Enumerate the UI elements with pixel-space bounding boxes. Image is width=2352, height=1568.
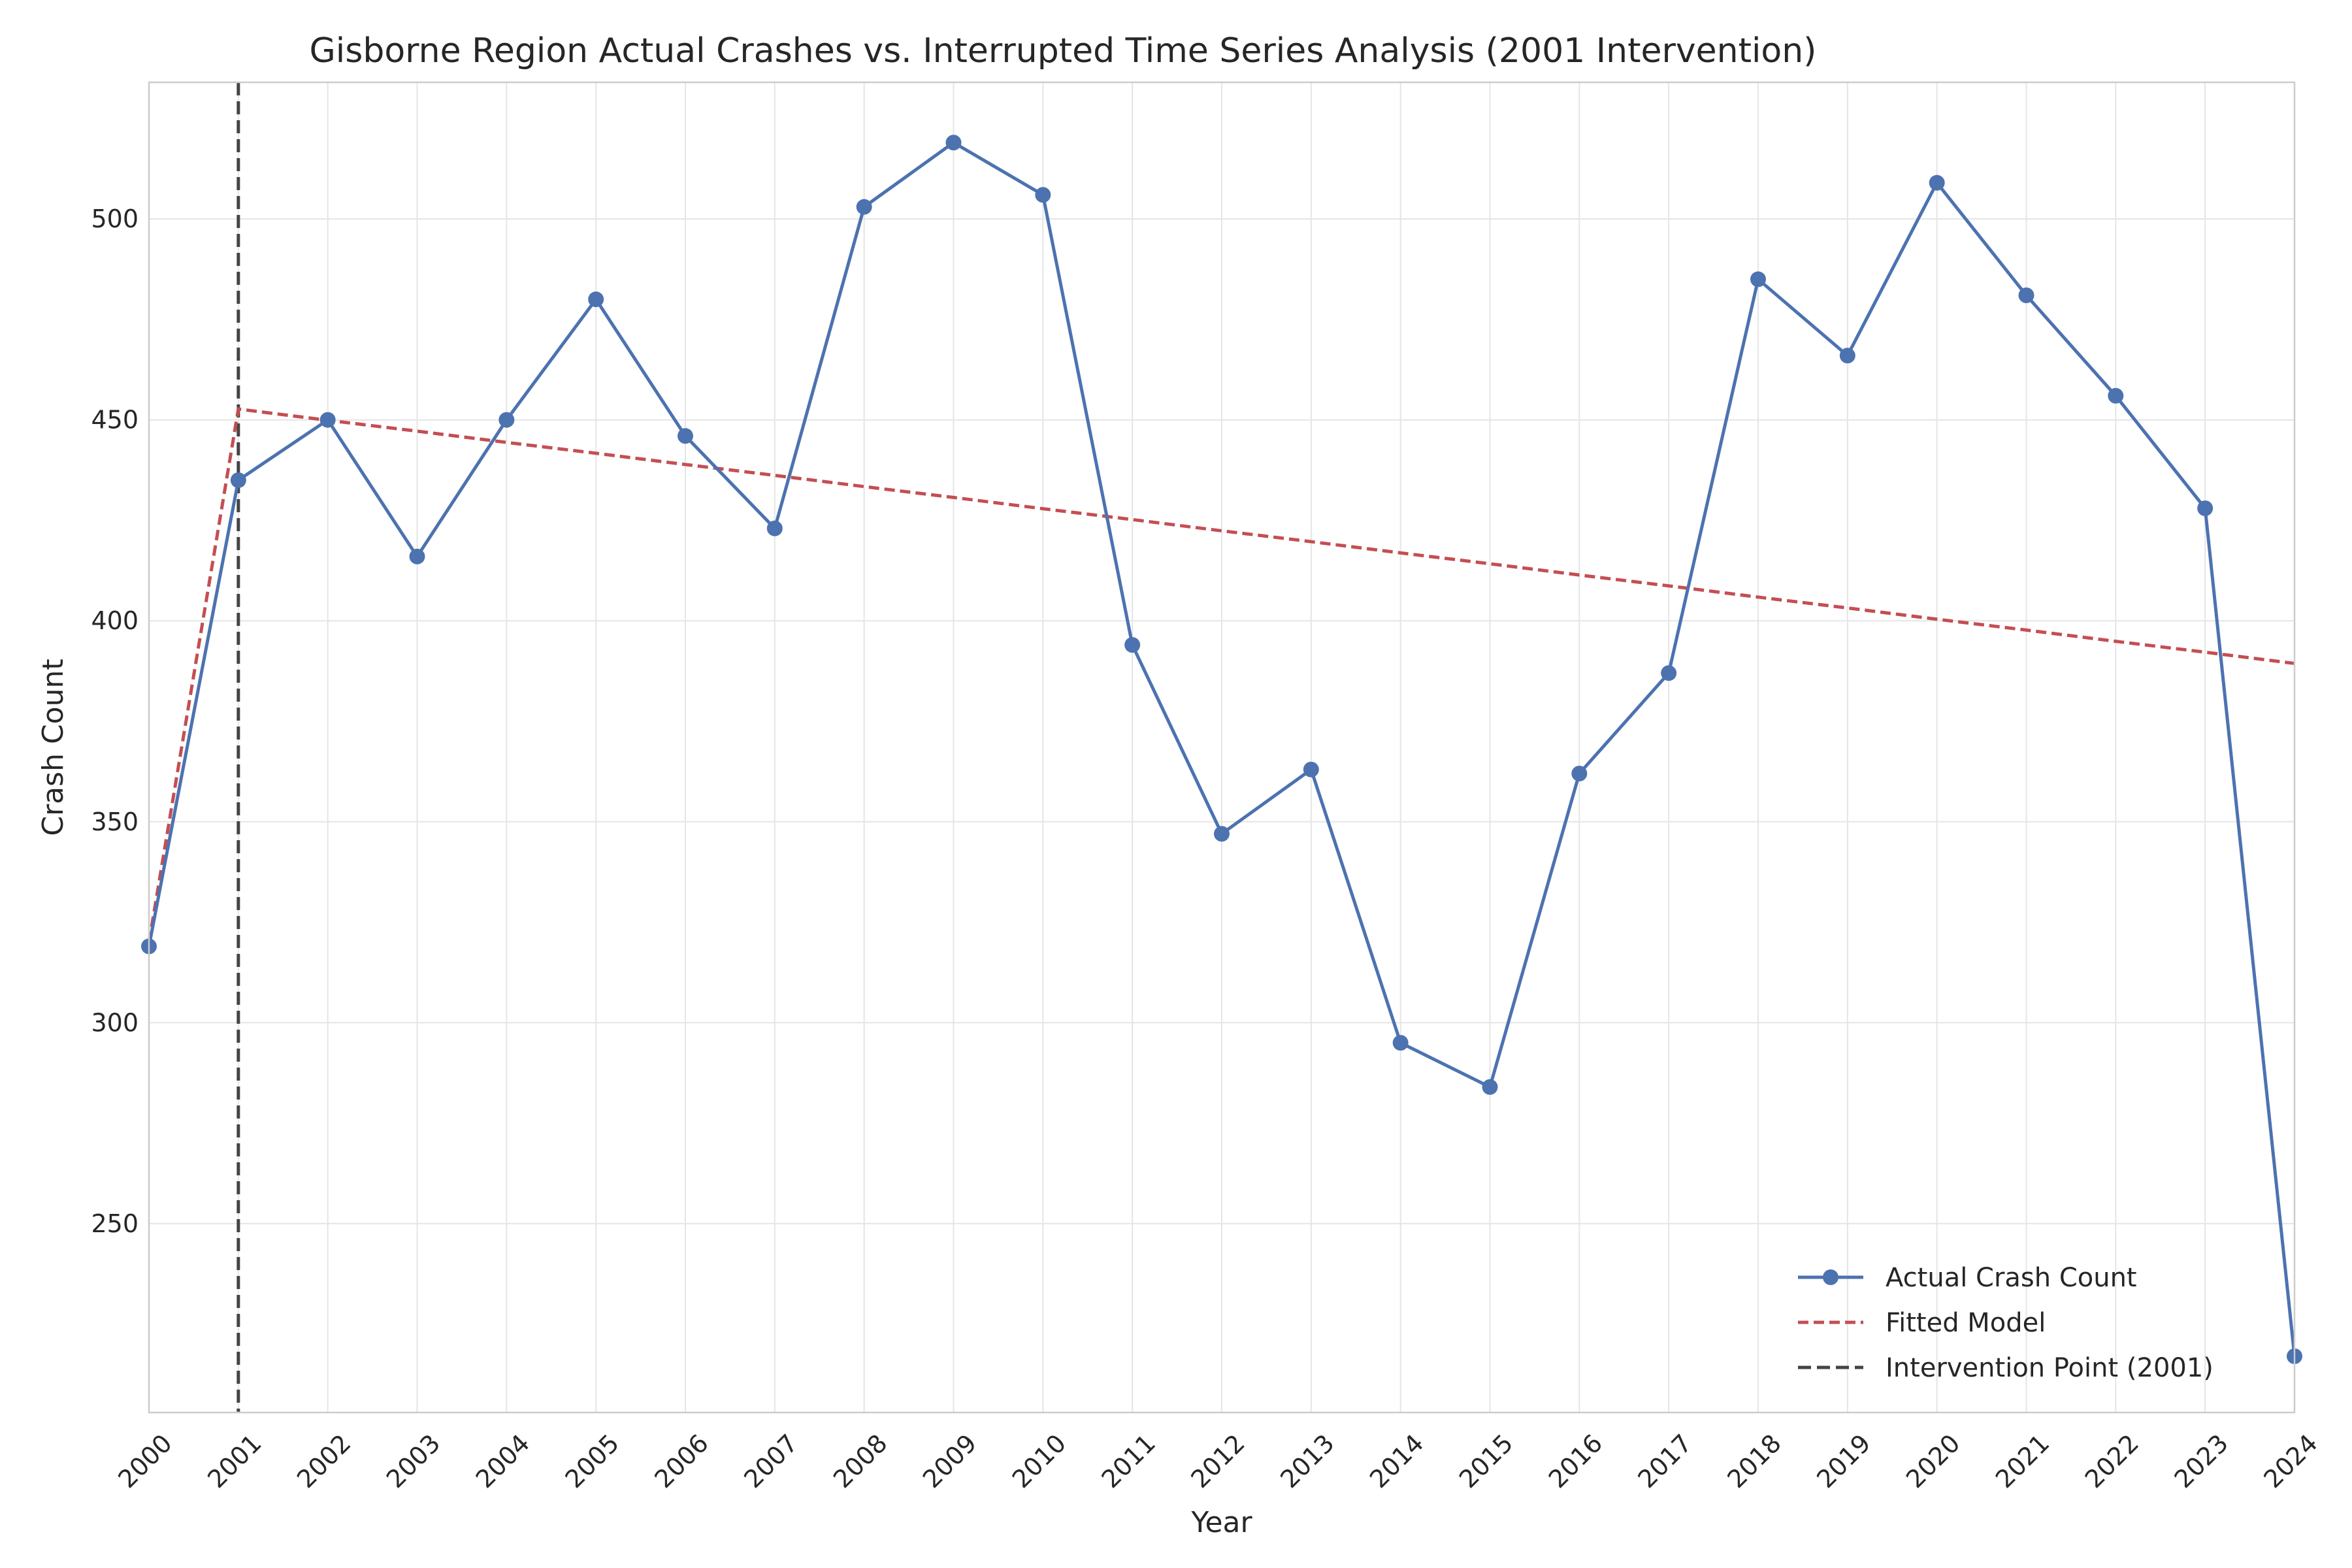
x-axis-label: Year bbox=[1190, 1506, 1252, 1539]
y-axis-label: Crash Count bbox=[37, 659, 70, 836]
actual-crash-point bbox=[1303, 761, 1319, 777]
actual-crash-point bbox=[1661, 665, 1677, 681]
legend-actual-label: Actual Crash Count bbox=[1886, 1263, 2137, 1293]
actual-crash-point bbox=[2197, 500, 2213, 517]
x-tick-label: 2019 bbox=[1811, 1429, 1876, 1494]
x-tick-label: 2007 bbox=[738, 1429, 804, 1494]
actual-crash-point bbox=[1839, 348, 1855, 364]
x-tick-label: 2020 bbox=[1901, 1429, 1966, 1494]
x-tick-label: 2006 bbox=[649, 1429, 714, 1494]
x-tick-label: 2023 bbox=[2169, 1429, 2234, 1494]
axis-ticks: 2000 2001 2002 2003 2004 2005 2006 2007 2008 2009… bbox=[91, 204, 2323, 1494]
actual-crash-point bbox=[2018, 287, 2034, 304]
actual-crash-point bbox=[945, 135, 962, 151]
actual-crash-point bbox=[319, 412, 336, 428]
legend-intervention-label: Intervention Point (2001) bbox=[1886, 1353, 2213, 1383]
actual-crash-point bbox=[1750, 271, 1766, 287]
x-tick-label: 2024 bbox=[2258, 1429, 2323, 1494]
x-tick-label: 2021 bbox=[1990, 1429, 2055, 1494]
y-tick-label: 450 bbox=[91, 406, 139, 434]
actual-crash-point bbox=[1214, 826, 1230, 842]
legend: Actual Crash Count Fitted Model Interventi… bbox=[1798, 1263, 2213, 1383]
x-tick-label: 2004 bbox=[470, 1429, 536, 1494]
actual-crash-point bbox=[1571, 765, 1588, 781]
actual-crash-point bbox=[2108, 387, 2124, 404]
y-tick-label: 400 bbox=[91, 606, 139, 635]
x-tick-label: 2013 bbox=[1275, 1429, 1340, 1494]
x-tick-label: 2014 bbox=[1364, 1429, 1429, 1494]
actual-crash-point bbox=[1929, 174, 1945, 191]
actual-crash-point bbox=[230, 472, 246, 488]
x-tick-label: 2016 bbox=[1543, 1429, 1609, 1494]
x-tick-label: 2018 bbox=[1722, 1429, 1787, 1494]
x-tick-label: 2012 bbox=[1185, 1429, 1250, 1494]
x-tick-label: 2010 bbox=[1007, 1429, 1072, 1494]
x-tick-label: 2009 bbox=[917, 1429, 983, 1494]
actual-crash-point bbox=[1124, 637, 1141, 653]
y-tick-label: 250 bbox=[91, 1209, 139, 1238]
legend-actual-marker bbox=[1823, 1269, 1838, 1285]
plot-frame bbox=[148, 81, 2296, 1414]
fitted-model-line bbox=[147, 407, 2295, 943]
grid-lines bbox=[148, 82, 2295, 1413]
x-tick-label: 2015 bbox=[1454, 1429, 1519, 1494]
x-tick-label: 2002 bbox=[291, 1429, 357, 1494]
actual-crash-point bbox=[856, 199, 872, 215]
y-tick-label: 300 bbox=[91, 1008, 139, 1037]
x-tick-label: 2003 bbox=[381, 1429, 446, 1494]
actual-crash-point bbox=[409, 548, 425, 564]
actual-crash-point bbox=[498, 412, 515, 428]
chart-title: Gisborne Region Actual Crashes vs. Inter… bbox=[310, 31, 1817, 71]
x-tick-label: 2000 bbox=[112, 1429, 178, 1494]
x-tick-label: 2022 bbox=[2080, 1429, 2145, 1494]
actual-crash-point bbox=[1392, 1035, 1409, 1051]
legend-fitted-label: Fitted Model bbox=[1886, 1308, 2046, 1338]
actual-crash-point bbox=[678, 428, 693, 444]
x-tick-label: 2008 bbox=[828, 1429, 893, 1494]
y-tick-label: 500 bbox=[91, 204, 139, 233]
x-tick-label: 2005 bbox=[560, 1429, 625, 1494]
actual-crash-point bbox=[588, 291, 604, 308]
actual-crash-point bbox=[1482, 1079, 1498, 1095]
actual-crash-point bbox=[766, 520, 783, 536]
x-tick-label: 2011 bbox=[1096, 1429, 1162, 1494]
x-tick-label: 2017 bbox=[1633, 1429, 1698, 1494]
y-tick-label: 350 bbox=[91, 808, 139, 836]
x-tick-label: 2001 bbox=[202, 1429, 267, 1494]
plot-area bbox=[141, 82, 2302, 1413]
actual-crash-point bbox=[1035, 187, 1051, 203]
